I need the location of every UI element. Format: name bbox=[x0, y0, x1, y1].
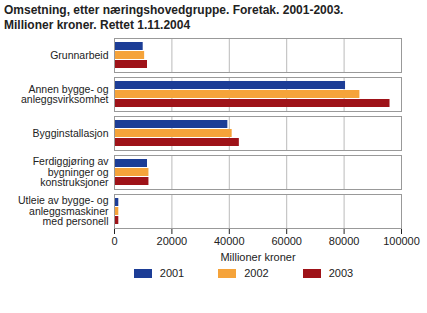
svg-text:Annen bygge- oganleggsvirksomh: Annen bygge- oganleggsvirksomhet bbox=[21, 83, 109, 106]
svg-text:100000: 100000 bbox=[383, 235, 420, 247]
svg-text:60000: 60000 bbox=[271, 235, 302, 247]
html-text:2001: 2001 bbox=[159, 267, 185, 279]
html-text:Omsetning, etter næringshovedg: Omsetning, etter næringshovedgruppe. For… bbox=[4, 3, 344, 32]
svg-text:Millioner kroner: Millioner kroner bbox=[220, 251, 296, 263]
svg-text:20000: 20000 bbox=[157, 235, 188, 247]
svg-text:Grunnarbeid: Grunnarbeid bbox=[50, 49, 109, 61]
svg-text:Utleie av bygge- oganleggsmask: Utleie av bygge- oganleggsmaskinermed pe… bbox=[18, 194, 109, 227]
html-text:2002: 2002 bbox=[244, 267, 269, 279]
html-text:2003: 2003 bbox=[328, 267, 354, 279]
svg-text:40000: 40000 bbox=[214, 235, 245, 247]
svg-text:0: 0 bbox=[111, 235, 117, 247]
svg-text:Bygginstallasjon: Bygginstallasjon bbox=[33, 127, 109, 139]
svg-text:80000: 80000 bbox=[329, 235, 360, 247]
svg-text:Ferdiggjøring avbygninger ogko: Ferdiggjøring avbygninger ogkonstruksjon… bbox=[33, 155, 110, 188]
